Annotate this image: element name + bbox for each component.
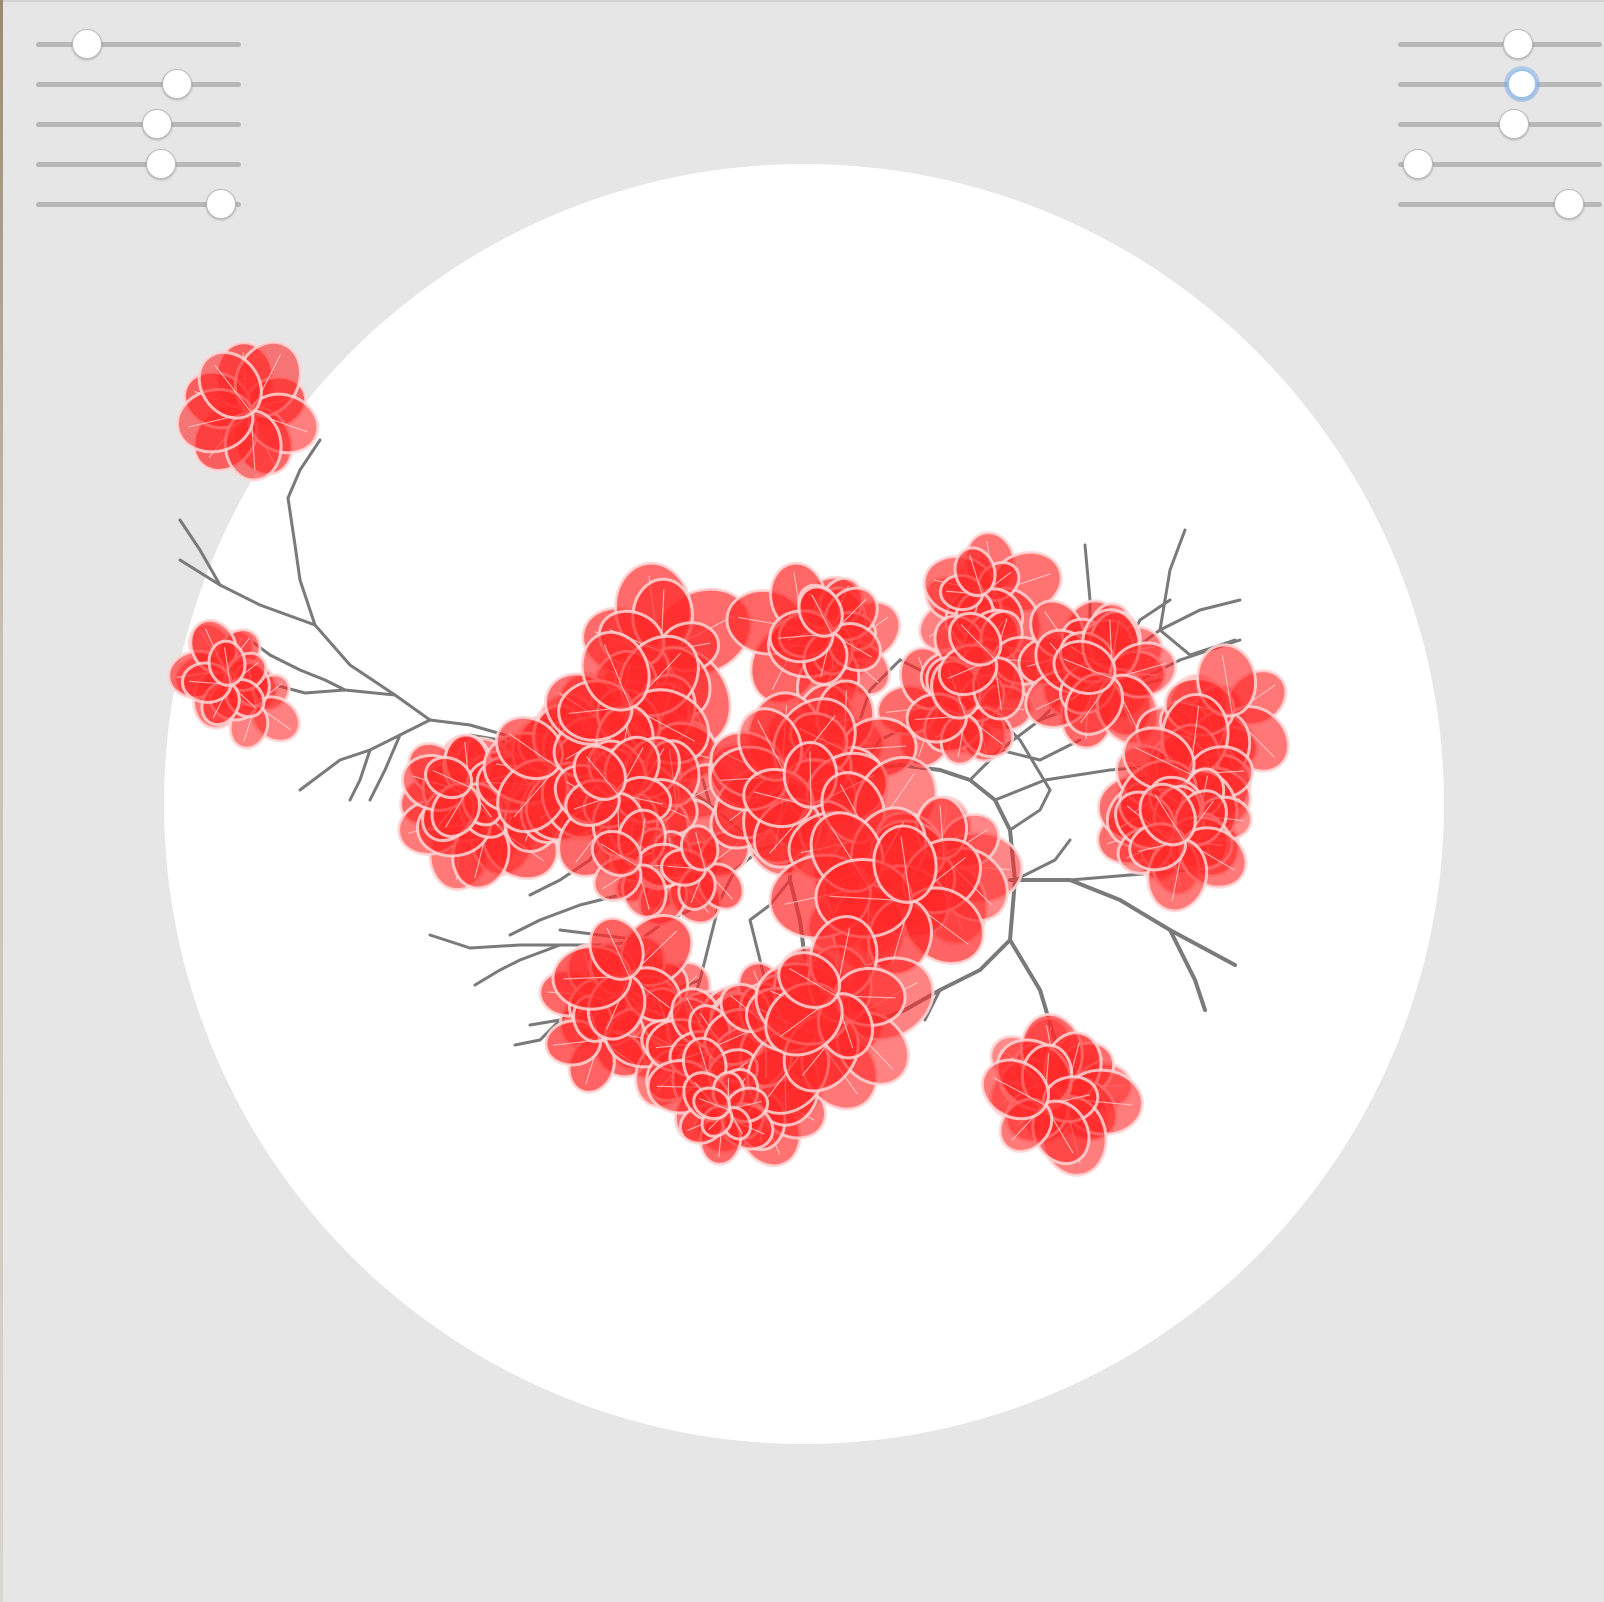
- slider-thumb-icon[interactable]: [141, 109, 172, 139]
- branch-icon: [1168, 928, 1207, 1012]
- slider-track[interactable]: [1398, 82, 1602, 87]
- branch-icon: [923, 988, 942, 1022]
- branch-icon: [286, 496, 507, 737]
- slider-track[interactable]: [36, 82, 241, 87]
- slider-left-4[interactable]: [36, 144, 241, 184]
- slider-left-1[interactable]: [36, 24, 241, 64]
- blossom-icon: [764, 915, 907, 1060]
- slider-thumb-icon[interactable]: [205, 189, 236, 219]
- branch-icon: [998, 738, 1082, 762]
- slider-thumb-icon[interactable]: [1503, 29, 1534, 59]
- slider-track[interactable]: [1398, 202, 1602, 207]
- branch-icon: [1008, 788, 1052, 832]
- branch-icon: [508, 893, 622, 937]
- blossom-layer: [167, 340, 1290, 1177]
- left-slider-panel: [36, 24, 241, 224]
- slider-thumb-icon[interactable]: [72, 29, 103, 59]
- blossom-icon: [814, 824, 986, 976]
- slider-track[interactable]: [36, 202, 241, 207]
- slider-track[interactable]: [36, 162, 241, 167]
- slider-left-2[interactable]: [36, 64, 241, 104]
- branch-icon: [178, 518, 222, 587]
- slider-thumb-icon[interactable]: [1403, 149, 1434, 179]
- branch-icon: [1158, 528, 1187, 632]
- slider-track[interactable]: [1398, 42, 1602, 47]
- slider-thumb-icon[interactable]: [1554, 189, 1585, 219]
- blossom-icon: [692, 1071, 770, 1141]
- blossom-icon: [660, 824, 751, 911]
- branch-icon: [473, 943, 562, 987]
- right-slider-panel: [1398, 24, 1602, 224]
- slider-right-4[interactable]: [1398, 144, 1602, 184]
- branch-icon: [528, 1018, 562, 1027]
- branch-icon: [1008, 878, 1237, 967]
- slider-left-3[interactable]: [36, 104, 241, 144]
- slider-right-2[interactable]: [1398, 64, 1602, 104]
- branch-icon: [178, 558, 317, 627]
- slider-right-1[interactable]: [1398, 24, 1602, 64]
- branch-icon: [348, 748, 372, 802]
- branch-icon: [368, 733, 402, 802]
- blossom-icon: [937, 609, 1053, 721]
- blossom-icon: [980, 1043, 1100, 1166]
- branch-icon: [248, 638, 347, 692]
- slider-thumb-icon[interactable]: [1499, 109, 1530, 139]
- slider-right-3[interactable]: [1398, 104, 1602, 144]
- blossom-icon: [180, 639, 268, 727]
- slider-track[interactable]: [1398, 162, 1602, 167]
- slider-right-5[interactable]: [1398, 184, 1602, 224]
- window-top-border: [0, 0, 1604, 2]
- blossom-icon: [768, 585, 882, 686]
- slider-track[interactable]: [36, 42, 241, 47]
- blossom-icon: [176, 340, 320, 482]
- slider-thumb-icon[interactable]: [1507, 69, 1538, 99]
- slider-track[interactable]: [36, 122, 241, 127]
- blossom-icon: [1128, 782, 1248, 913]
- branch-icon: [1013, 838, 1072, 882]
- slider-thumb-icon[interactable]: [146, 149, 177, 179]
- slider-thumb-icon[interactable]: [162, 69, 193, 99]
- blossom-icon: [551, 913, 694, 1041]
- window-left-border: [0, 0, 3, 1602]
- branch-icon: [286, 438, 322, 500]
- branch-icon: [428, 933, 522, 950]
- slider-left-5[interactable]: [36, 184, 241, 224]
